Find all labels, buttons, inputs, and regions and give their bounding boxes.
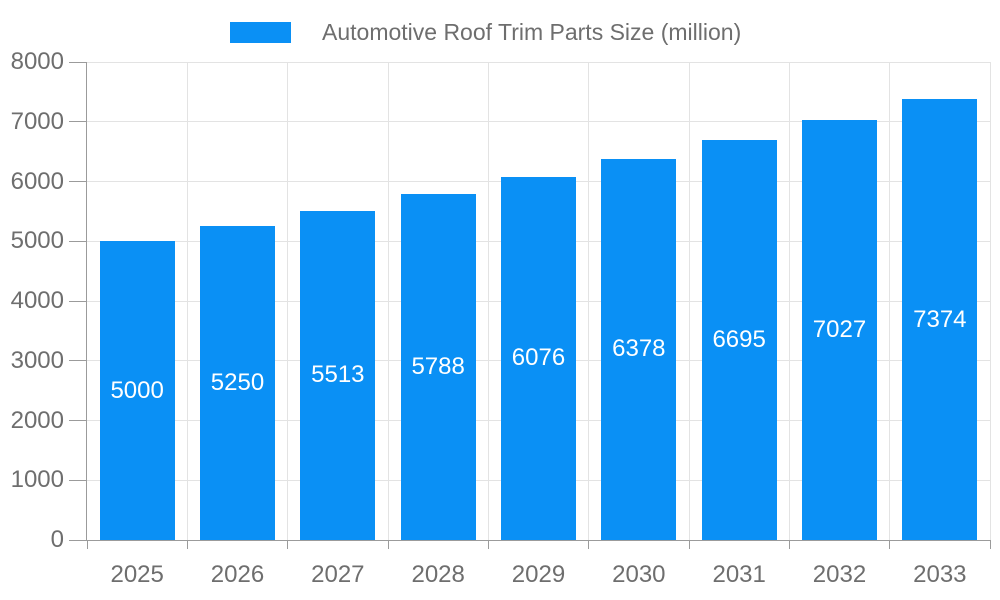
x-axis-tick-label: 2029 [511,561,566,588]
v-gridline [788,62,790,540]
x-axis-tick-label: 2025 [110,561,164,588]
bar-value-label: 6695 [712,325,766,353]
y-axis-tick-label: 1000 [10,466,64,494]
bar[interactable]: 5250 [200,226,275,540]
y-axis-tick-label: 3000 [10,346,64,374]
x-axis-tick [287,540,289,549]
bar[interactable]: 5000 [99,241,175,540]
v-gridline [387,62,389,540]
y-axis-tick [69,300,87,302]
x-axis-tick-label: 2028 [411,561,465,588]
bar-value-label: 5513 [311,361,365,389]
y-axis-tick [69,240,87,242]
bar[interactable]: 7374 [902,99,978,540]
x-axis-tick [688,540,690,549]
h-gridline [87,121,990,123]
x-axis-line [87,540,990,541]
bar-value-label: 5788 [411,353,465,381]
v-gridline [186,62,188,540]
y-axis-tick-label: 8000 [10,48,64,75]
y-axis-tick-label: 2000 [10,406,64,434]
bar-value-label: 7374 [913,305,967,333]
bar-value-label: 5250 [210,369,265,397]
bar-value-label: 6076 [511,344,566,372]
v-gridline [588,62,590,540]
x-axis-tick-label: 2027 [311,561,365,588]
y-axis-tick [69,539,87,541]
x-axis-tick [387,540,389,549]
x-axis-tick [186,540,188,549]
bar[interactable]: 5513 [300,210,376,540]
bar-value-label: 7027 [812,316,867,344]
legend-swatch [230,22,291,43]
v-gridline [989,62,991,540]
x-axis-tick [889,540,891,549]
bar-value-label: 5000 [110,376,164,404]
y-axis-line [86,62,87,541]
v-gridline [287,62,289,540]
legend-label: Automotive Roof Trim Parts Size (million… [322,19,742,45]
bar[interactable]: 5788 [400,194,476,540]
x-axis-tick-label: 2030 [612,561,666,588]
y-axis-tick-label: 4000 [10,287,64,314]
x-axis-tick-label: 2026 [210,561,265,588]
bar-value-label: 6378 [612,335,666,363]
y-axis-tick [69,121,87,123]
legend[interactable]: Automotive Roof Trim Parts Size (million… [0,14,1000,54]
y-axis-tick [69,360,87,362]
y-axis-tick-label: 6000 [10,167,64,195]
x-axis-tick-label: 2032 [812,561,867,588]
y-axis-tick [69,181,87,182]
y-axis-tick-label: 7000 [10,107,64,135]
v-gridline [688,62,690,540]
x-axis-tick [989,540,991,549]
v-gridline [889,62,891,540]
bar[interactable]: 6378 [601,158,677,540]
x-axis-tick [86,540,88,549]
x-axis-tick [788,540,790,549]
v-gridline [487,62,489,540]
y-axis-tick [69,420,87,421]
y-axis-tick [69,479,87,481]
x-axis-tick [588,540,590,549]
bar[interactable]: 6076 [501,176,576,540]
x-axis-tick-label: 2033 [913,561,967,588]
y-axis-tick [69,61,87,63]
y-axis-tick-label: 0 [50,526,64,553]
x-axis-tick-label: 2031 [712,561,766,588]
y-axis-tick-label: 5000 [10,227,64,255]
bar[interactable]: 7027 [802,120,877,540]
h-gridline [87,61,990,63]
x-axis-tick [487,540,489,549]
bar[interactable]: 6695 [701,139,777,540]
